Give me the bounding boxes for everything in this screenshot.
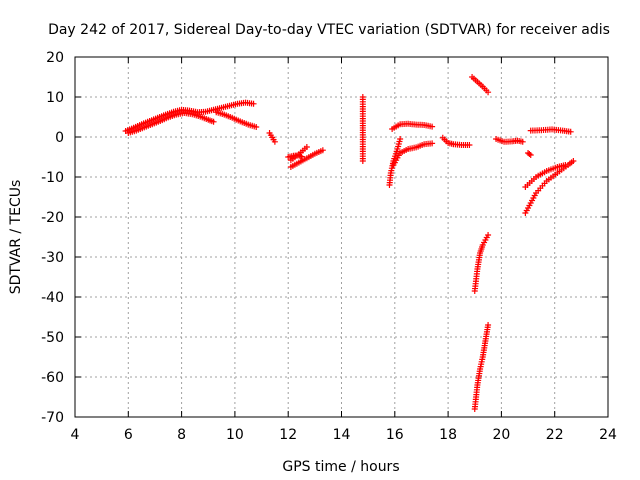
x-tick-label: 16	[386, 427, 404, 443]
data-point	[485, 232, 492, 238]
y-tick-label: -10	[41, 170, 64, 186]
data-points	[122, 74, 577, 412]
data-point	[519, 138, 526, 145]
data-point	[271, 138, 278, 145]
y-tick-label: -60	[41, 370, 64, 386]
x-tick-label: 18	[439, 427, 457, 443]
chart-title: Day 242 of 2017, Sidereal Day-to-day VTE…	[48, 22, 610, 38]
series-arc-11	[266, 130, 278, 145]
data-point	[429, 140, 436, 147]
x-axis-label: GPS time / hours	[282, 459, 399, 475]
series-arc-21-22-flat	[527, 126, 574, 135]
series-arc-20	[493, 136, 526, 145]
grid-lines	[75, 57, 608, 417]
data-point	[485, 322, 492, 328]
series-arc-14-8	[359, 94, 366, 164]
series-arc-19-mid	[471, 232, 492, 294]
series-arc-19-top	[469, 74, 492, 96]
x-tick-label: 22	[546, 427, 564, 443]
series-arc-9to11-descending	[213, 109, 260, 130]
series-arc-19-deep	[471, 322, 492, 412]
data-point	[562, 162, 569, 168]
y-tick-label: -70	[41, 410, 64, 426]
series-arc-18	[439, 134, 473, 148]
y-tick-label: -30	[41, 250, 64, 266]
data-point	[359, 158, 366, 164]
y-tick-label: -20	[41, 210, 64, 226]
series-arc-21-23-rising-a	[522, 158, 577, 216]
y-tick-label: 20	[46, 50, 64, 66]
data-point	[319, 147, 326, 154]
data-point	[527, 152, 534, 158]
series-arc-6to10-lower	[125, 110, 217, 136]
series-arc-6to10-upper	[122, 99, 257, 134]
data-point	[429, 123, 436, 130]
data-point	[303, 144, 310, 150]
x-tick-label: 20	[492, 427, 510, 443]
y-tick-label: 10	[46, 90, 64, 106]
series-arc-12-13-rising	[287, 147, 326, 170]
data-point	[250, 100, 257, 107]
data-point	[570, 158, 577, 164]
x-tick-label: 24	[599, 427, 617, 443]
series-arc-21-23-rising-b	[522, 162, 569, 190]
data-point	[253, 124, 260, 130]
x-tick-label: 6	[124, 427, 133, 443]
y-tick-label: 0	[55, 130, 64, 146]
axis-ticks: 4 6 8 10 12 14 16 18 20 22 24 -70 -60 -50 -40 -30 -20 -10…	[41, 50, 617, 443]
series-arc-21	[525, 150, 534, 158]
data-point	[210, 118, 217, 125]
data-point	[466, 142, 473, 148]
x-tick-label: 8	[177, 427, 186, 443]
series-arc-16-descent	[386, 136, 404, 188]
y-tick-label: -40	[41, 290, 64, 306]
data-point	[567, 128, 574, 135]
x-tick-label: 14	[333, 427, 351, 443]
data-point	[397, 136, 404, 142]
y-axis-label: SDTVAR / TECUs	[8, 180, 24, 295]
x-tick-label: 4	[71, 427, 80, 443]
data-point	[485, 89, 492, 96]
x-tick-label: 10	[226, 427, 244, 443]
series-arc-16-top	[389, 120, 436, 132]
series-arc-16-17-low	[390, 140, 436, 168]
data-point	[526, 151, 533, 157]
series-arc-12-upper	[287, 144, 310, 164]
y-tick-label: -50	[41, 330, 64, 346]
x-tick-label: 12	[279, 427, 297, 443]
